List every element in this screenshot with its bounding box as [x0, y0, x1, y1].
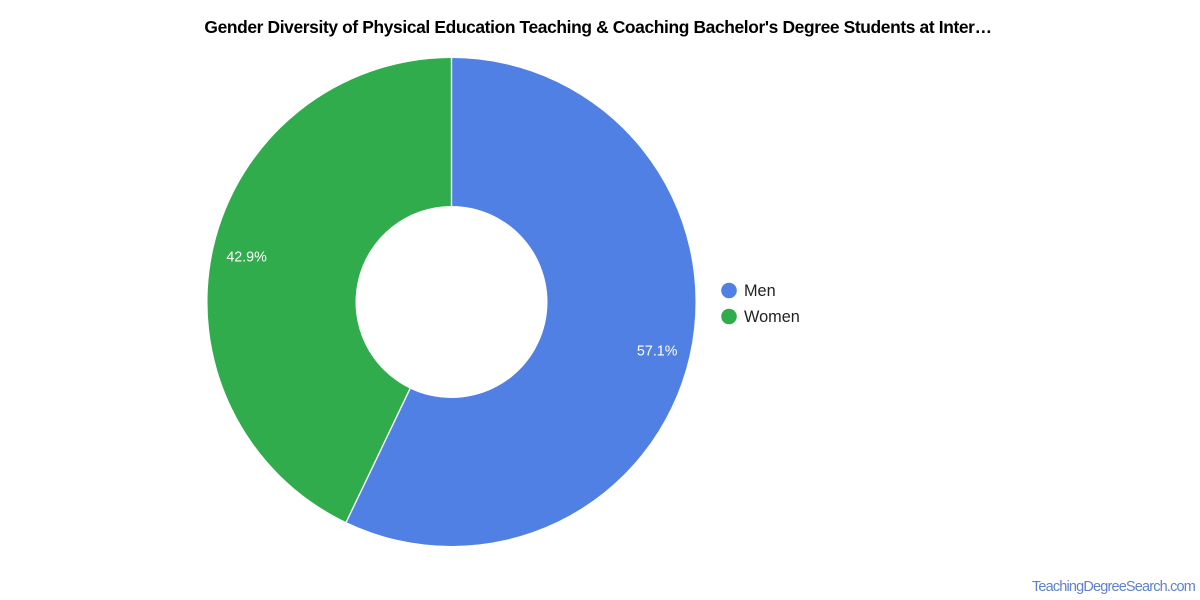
svg-text:Gender Diversity of Physical E: Gender Diversity of Physical Education T… — [204, 17, 991, 37]
svg-text:Women: Women — [744, 308, 800, 326]
svg-text:42.9%: 42.9% — [226, 250, 267, 266]
svg-text:57.1%: 57.1% — [637, 344, 678, 360]
svg-text:Men: Men — [744, 282, 776, 300]
svg-text:TeachingDegreeSearch.com: TeachingDegreeSearch.com — [1032, 579, 1196, 595]
